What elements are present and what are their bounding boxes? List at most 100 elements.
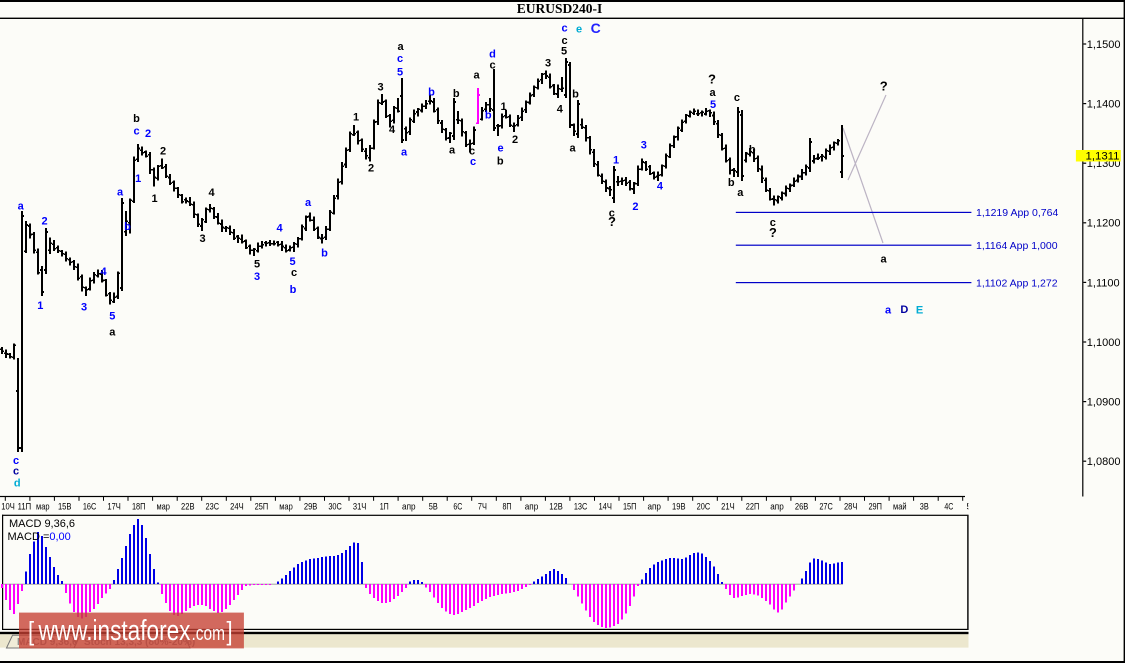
svg-text:1,0800: 1,0800 bbox=[1087, 456, 1121, 468]
svg-text:www.instaforex: www.instaforex bbox=[38, 614, 191, 646]
svg-text:]: ] bbox=[227, 617, 233, 646]
svg-text:5: 5 bbox=[397, 67, 403, 79]
svg-text:3: 3 bbox=[377, 82, 383, 94]
svg-text:EURUSD240-I: EURUSD240-I bbox=[517, 1, 603, 16]
svg-text:c: c bbox=[609, 207, 615, 219]
svg-text:30С: 30С bbox=[328, 502, 342, 513]
svg-text:E: E bbox=[916, 305, 923, 317]
svg-text:c: c bbox=[489, 59, 495, 71]
svg-text:апр: апр bbox=[770, 502, 784, 513]
svg-text:a: a bbox=[401, 147, 408, 159]
svg-text:17Ч: 17Ч bbox=[107, 502, 121, 513]
svg-text:1: 1 bbox=[151, 193, 157, 205]
svg-text:?: ? bbox=[708, 72, 716, 87]
svg-text:25П: 25П bbox=[255, 502, 269, 513]
svg-text:a: a bbox=[397, 41, 404, 53]
svg-text:16С: 16С bbox=[83, 502, 97, 513]
svg-text:мар: мар bbox=[156, 502, 170, 513]
svg-text:12В: 12В bbox=[549, 502, 563, 513]
svg-text:1: 1 bbox=[613, 154, 619, 166]
svg-text:мар: мар bbox=[36, 502, 50, 513]
svg-text:MACD =0,00: MACD =0,00 bbox=[8, 531, 71, 543]
svg-text:18П: 18П bbox=[132, 502, 146, 513]
svg-text:15В: 15В bbox=[58, 502, 72, 513]
svg-text:22В: 22В bbox=[181, 502, 195, 513]
svg-text:3: 3 bbox=[81, 302, 87, 314]
svg-text:5: 5 bbox=[254, 259, 260, 271]
svg-text:4: 4 bbox=[208, 187, 215, 199]
svg-text:b: b bbox=[290, 284, 297, 296]
svg-text:3: 3 bbox=[199, 233, 205, 245]
svg-text:20С: 20С bbox=[697, 502, 711, 513]
svg-text:?: ? bbox=[769, 225, 777, 240]
svg-text:2: 2 bbox=[632, 201, 638, 213]
svg-text:2: 2 bbox=[160, 146, 166, 158]
svg-text:c: c bbox=[291, 267, 297, 279]
svg-text:a: a bbox=[885, 305, 892, 317]
svg-text:27С: 27С bbox=[819, 502, 833, 513]
svg-text:4: 4 bbox=[100, 266, 107, 278]
svg-text:мар: мар bbox=[279, 502, 293, 513]
svg-text:1: 1 bbox=[135, 173, 141, 185]
svg-text:апр: апр bbox=[525, 502, 539, 513]
svg-text:1,0900: 1,0900 bbox=[1087, 397, 1121, 409]
svg-text:4: 4 bbox=[389, 124, 396, 136]
svg-text:6С: 6С bbox=[453, 502, 462, 513]
svg-text:2: 2 bbox=[41, 216, 47, 228]
svg-text:b: b bbox=[485, 110, 492, 122]
svg-text:13С: 13С bbox=[574, 502, 588, 513]
svg-text:5: 5 bbox=[561, 45, 567, 57]
svg-text:c: c bbox=[561, 35, 567, 47]
svg-text:b: b bbox=[572, 89, 579, 101]
svg-text:1,1100: 1,1100 bbox=[1087, 277, 1120, 289]
svg-text:b: b bbox=[133, 113, 140, 125]
svg-text:MACD 9,36,6: MACD 9,36,6 bbox=[9, 518, 75, 530]
svg-text:1,1200: 1,1200 bbox=[1087, 218, 1121, 230]
svg-text:29В: 29В bbox=[304, 502, 318, 513]
svg-text:b: b bbox=[749, 144, 756, 156]
svg-text:e: e bbox=[497, 143, 503, 155]
svg-text:5В: 5В bbox=[967, 502, 979, 513]
svg-text:3: 3 bbox=[545, 57, 551, 69]
svg-text:c: c bbox=[470, 156, 476, 168]
svg-text:b: b bbox=[497, 156, 504, 168]
svg-text:14Ч: 14Ч bbox=[598, 502, 612, 513]
svg-text:a: a bbox=[305, 197, 312, 209]
svg-text:10Ч: 10Ч bbox=[1, 502, 15, 513]
svg-text:a: a bbox=[569, 143, 576, 155]
svg-text:d: d bbox=[14, 478, 21, 490]
svg-text:15П: 15П bbox=[623, 502, 637, 513]
svg-text:24Ч: 24Ч bbox=[230, 502, 244, 513]
svg-text:4С: 4С bbox=[944, 502, 953, 513]
svg-text:c: c bbox=[469, 146, 475, 158]
svg-text:7Ч: 7Ч bbox=[478, 502, 487, 513]
svg-text:1,1400: 1,1400 bbox=[1087, 99, 1121, 111]
svg-text:3В: 3В bbox=[920, 502, 929, 513]
svg-text:29П: 29П bbox=[868, 502, 882, 513]
svg-text:c: c bbox=[133, 126, 139, 138]
svg-text:d: d bbox=[489, 49, 496, 61]
svg-text:1,1219 App 0,764: 1,1219 App 0,764 bbox=[976, 207, 1058, 219]
svg-text:1П: 1П bbox=[380, 502, 389, 513]
svg-text:[: [ bbox=[28, 617, 34, 646]
svg-text:a: a bbox=[709, 87, 716, 99]
svg-text:?: ? bbox=[880, 79, 888, 94]
svg-text:c: c bbox=[770, 217, 776, 229]
svg-text:3: 3 bbox=[641, 140, 647, 152]
svg-text:22П: 22П bbox=[746, 502, 760, 513]
svg-text:2: 2 bbox=[145, 128, 151, 140]
svg-text:a: a bbox=[117, 187, 124, 199]
svg-text:1: 1 bbox=[353, 112, 359, 124]
svg-text:1,1164 App 1,000: 1,1164 App 1,000 bbox=[976, 240, 1058, 252]
svg-text:D: D bbox=[900, 304, 908, 316]
svg-text:a: a bbox=[109, 326, 116, 338]
svg-text:c: c bbox=[13, 455, 19, 467]
svg-text:2: 2 bbox=[512, 134, 518, 146]
svg-text:?: ? bbox=[608, 214, 616, 229]
svg-text:c: c bbox=[397, 53, 403, 65]
svg-text:b: b bbox=[321, 248, 328, 260]
svg-text:e: e bbox=[576, 24, 582, 36]
svg-text:a: a bbox=[449, 145, 456, 157]
svg-text:1: 1 bbox=[500, 101, 506, 113]
svg-text:a: a bbox=[473, 70, 480, 82]
